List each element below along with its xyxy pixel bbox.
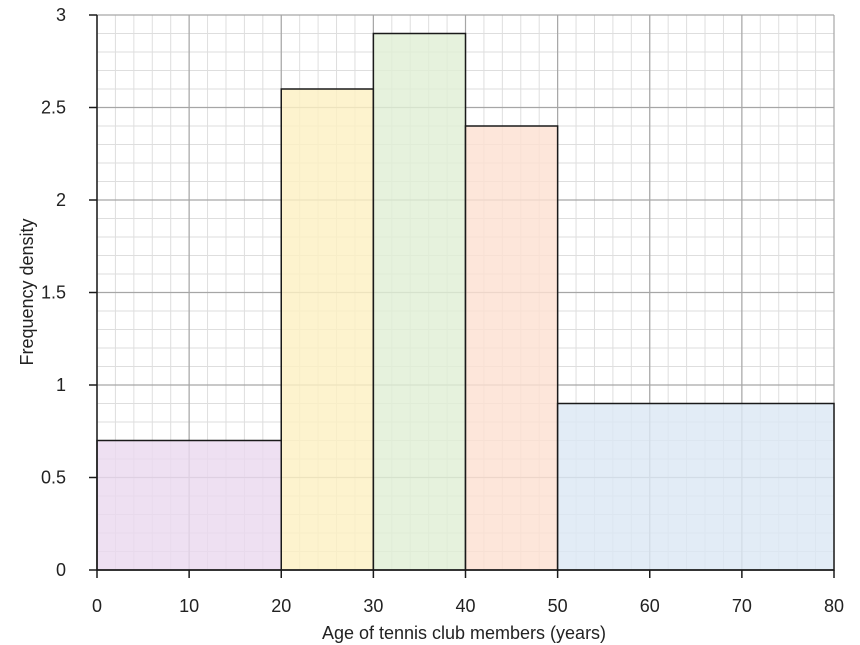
histogram-bar — [96, 439, 282, 571]
x-tick-label: 30 — [363, 596, 383, 616]
y-tick-label: 0.5 — [41, 468, 66, 488]
histogram-bar — [372, 32, 467, 571]
x-tick-label: 0 — [92, 596, 102, 616]
y-tick-label: 3 — [56, 5, 66, 25]
x-tick-label: 60 — [640, 596, 660, 616]
histogram-bar — [280, 88, 375, 571]
axes — [89, 14, 835, 578]
histogram-bar — [464, 125, 559, 571]
x-tick-label: 80 — [824, 596, 844, 616]
x-tick-label: 40 — [455, 596, 475, 616]
x-tick-label: 10 — [179, 596, 199, 616]
tick-labels: 0 10 20 30 40 50 60 70 80 0 0.5 1 1.5 2 2.5 3 — [41, 5, 844, 616]
histogram-bars — [96, 32, 835, 571]
x-tick-label: 70 — [732, 596, 752, 616]
y-tick-label: 2 — [56, 190, 66, 210]
x-tick-label: 20 — [271, 596, 291, 616]
x-axis-label: Age of tennis club members (years) — [322, 623, 606, 643]
x-tick-label: 50 — [548, 596, 568, 616]
y-tick-label: 1 — [56, 375, 66, 395]
y-tick-label: 2.5 — [41, 98, 66, 118]
histogram-bar — [556, 402, 835, 571]
y-tick-label: 1.5 — [41, 283, 66, 303]
y-tick-label: 0 — [56, 560, 66, 580]
y-axis-label: Frequency density — [17, 218, 37, 365]
